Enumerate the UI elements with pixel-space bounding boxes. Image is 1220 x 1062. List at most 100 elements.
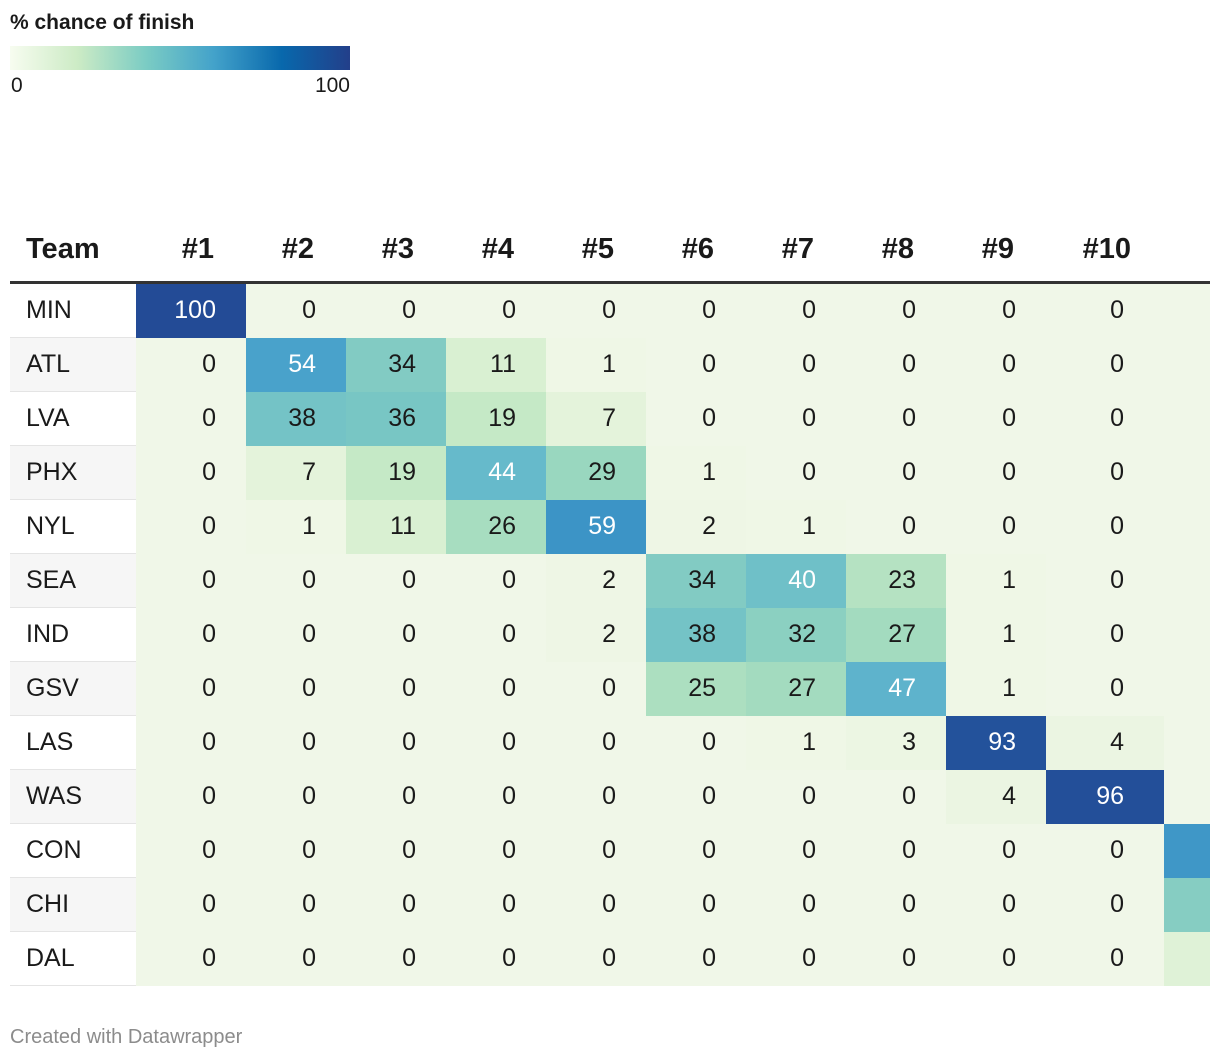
heatmap-cell: 11 <box>346 499 446 554</box>
heatmap-cell: 0 <box>846 823 946 878</box>
legend-title: % chance of finish <box>10 11 195 34</box>
heatmap-cell: 0 <box>946 282 1046 338</box>
table-row: SEA00002344023100 <box>10 553 1210 608</box>
heatmap-cell: 0 <box>946 337 1046 392</box>
heatmap-cell: 19 <box>346 445 446 500</box>
team-label: IND <box>10 607 136 662</box>
heatmap-cell: 0 <box>446 553 546 608</box>
heatmap-cell: 0 <box>136 391 246 446</box>
heatmap-cell: 0 <box>136 715 246 770</box>
heatmap-cell: 0 <box>136 499 246 554</box>
heatmap-cell: 0 <box>546 877 646 932</box>
legend-gradient-bar <box>10 46 350 70</box>
legend-ticks: 0 100 <box>10 70 350 97</box>
column-header-rank-3: #3 <box>346 218 446 284</box>
heatmap-cell: 0 <box>246 553 346 608</box>
team-label: DAL <box>10 931 136 986</box>
team-label: LAS <box>10 715 136 770</box>
heatmap-cell: 0 <box>246 282 346 338</box>
heatmap-cell: 0 <box>646 931 746 986</box>
heatmap-cell: 0 <box>346 553 446 608</box>
team-label: GSV <box>10 661 136 716</box>
heatmap-cell: 0 <box>1164 607 1210 662</box>
heatmap-cell: 0 <box>846 337 946 392</box>
heatmap-cell: 0 <box>746 877 846 932</box>
heatmap-cell: 0 <box>746 282 846 338</box>
heatmap-cell: 0 <box>246 607 346 662</box>
heatmap-cell: 0 <box>136 337 246 392</box>
heatmap-cell: 0 <box>246 931 346 986</box>
heatmap-cell: 0 <box>136 661 246 716</box>
heatmap-cell: 0 <box>346 823 446 878</box>
heatmap-cell: 0 <box>246 715 346 770</box>
heatmap-cell: 0 <box>646 391 746 446</box>
heatmap-cell: 3 <box>846 715 946 770</box>
heatmap-cell: 0 <box>346 931 446 986</box>
heatmap-cell: 0 <box>746 769 846 824</box>
heatmap-cell: 1 <box>246 499 346 554</box>
heatmap-cell: 0 <box>646 715 746 770</box>
heatmap-cell: 0 <box>1046 391 1164 446</box>
heatmap-cell: 0 <box>1164 337 1210 392</box>
heatmap-cell: 0 <box>546 823 646 878</box>
heatmap-cell: 0 <box>1046 499 1164 554</box>
heatmap-cell: 11 <box>446 337 546 392</box>
heatmap-cell: 23 <box>846 553 946 608</box>
table-row: LVA03836197000000 <box>10 391 1210 446</box>
team-label: MIN <box>10 282 136 338</box>
heatmap-cell: 0 <box>1164 391 1210 446</box>
heatmap-cell: 100 <box>136 282 246 338</box>
heatmap-cell: 0 <box>446 877 546 932</box>
heatmap-table-container: Team#1#2#3#4#5#6#7#8#9#10#11 MIN10000000… <box>10 218 1210 988</box>
heatmap-cell: 0 <box>846 391 946 446</box>
heatmap-cell: 0 <box>446 607 546 662</box>
heatmap-cell: 0 <box>136 553 246 608</box>
team-label: ATL <box>10 337 136 392</box>
column-header-rank-7: #7 <box>746 218 846 284</box>
heatmap-cell: 0 <box>1164 553 1210 608</box>
heatmap-cell: 0 <box>746 823 846 878</box>
heatmap-cell: 0 <box>136 445 246 500</box>
heatmap-table: Team#1#2#3#4#5#6#7#8#9#10#11 MIN10000000… <box>10 218 1210 986</box>
heatmap-cell: 7 <box>546 391 646 446</box>
heatmap-cell: 0 <box>1046 445 1164 500</box>
heatmap-cell: 0 <box>346 877 446 932</box>
heatmap-cell: 0 <box>1046 877 1164 932</box>
heatmap-cell: 0 <box>346 661 446 716</box>
heatmap-cell: 0 <box>446 715 546 770</box>
column-header-rank-10: #10 <box>1046 218 1164 284</box>
heatmap-cell: 0 <box>1164 715 1210 770</box>
heatmap-cell: 96 <box>1046 769 1164 824</box>
heatmap-cell: 0 <box>446 931 546 986</box>
table-row: DAL00000000009 <box>10 931 1210 986</box>
team-label: LVA <box>10 391 136 446</box>
heatmap-cell: 33 <box>1164 877 1210 932</box>
heatmap-cell: 0 <box>546 769 646 824</box>
table-row: MIN1000000000000 <box>10 282 1210 338</box>
heatmap-cell: 0 <box>846 445 946 500</box>
table-row: NYL01112659210000 <box>10 499 1210 554</box>
heatmap-cell: 0 <box>446 823 546 878</box>
heatmap-cell: 0 <box>1164 661 1210 716</box>
legend-max-label: 100 <box>314 74 350 97</box>
heatmap-cell: 1 <box>746 499 846 554</box>
heatmap-cell: 2 <box>546 553 646 608</box>
heatmap-cell: 0 <box>1164 445 1210 500</box>
team-label: PHX <box>10 445 136 500</box>
table-row: IND00002383227100 <box>10 607 1210 662</box>
heatmap-cell: 0 <box>346 715 446 770</box>
heatmap-cell: 0 <box>1046 661 1164 716</box>
column-header-rank-6: #6 <box>646 218 746 284</box>
table-row: PHX07194429100000 <box>10 445 1210 500</box>
heatmap-cell: 0 <box>746 445 846 500</box>
heatmap-cell: 0 <box>746 337 846 392</box>
heatmap-cell: 0 <box>546 282 646 338</box>
heatmap-cell: 0 <box>646 282 746 338</box>
heatmap-cell: 0 <box>746 391 846 446</box>
heatmap-cell: 1 <box>946 553 1046 608</box>
heatmap-cell: 0 <box>846 499 946 554</box>
heatmap-cell: 0 <box>946 931 1046 986</box>
heatmap-cell: 0 <box>646 769 746 824</box>
heatmap-cell: 0 <box>1164 499 1210 554</box>
heatmap-cell: 0 <box>246 823 346 878</box>
